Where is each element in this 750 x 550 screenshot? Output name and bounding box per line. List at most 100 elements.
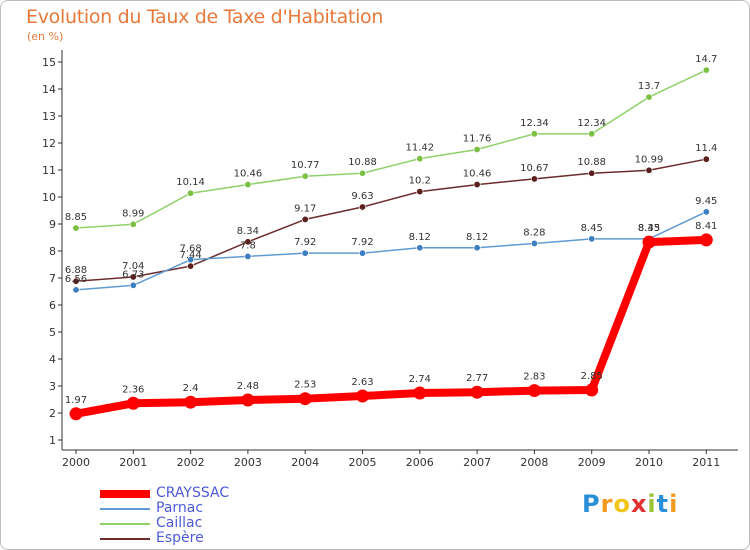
data-label-parnac: 6.56 <box>65 274 87 285</box>
data-point-crayssac <box>585 383 599 397</box>
data-label-crayssac: 2.83 <box>523 372 545 383</box>
x-tick-label: 2007 <box>463 456 491 469</box>
series-line-caillac <box>75 69 708 229</box>
y-tick-label: 10 <box>42 191 56 204</box>
data-label-parnac: 8.28 <box>523 227 545 238</box>
y-tick-label: 11 <box>42 164 56 177</box>
data-label-crayssac: 2.36 <box>122 384 144 395</box>
legend-label-parnac: Parnac <box>156 500 204 516</box>
x-tick-label: 2002 <box>177 456 205 469</box>
y-tick-label: 12 <box>42 137 56 150</box>
data-point-caillac <box>645 93 653 101</box>
chart-data-labels: 8.85 8.99 10.14 10.46 10.77 10.88 11.42 11.76 12… <box>65 54 718 406</box>
data-point-parnac <box>244 252 252 260</box>
x-tick-label: 2011 <box>692 456 720 469</box>
y-tick-label: 1 <box>49 434 56 447</box>
data-label-esp-re: 10.99 <box>635 154 664 165</box>
y-tick-label: 3 <box>49 380 56 393</box>
x-tick-label: 2009 <box>578 456 606 469</box>
logo-letter: t <box>656 490 670 518</box>
data-label-parnac: 8.45 <box>638 223 660 234</box>
data-point-crayssac <box>527 384 541 398</box>
data-point-caillac <box>588 130 596 138</box>
data-label-caillac: 10.14 <box>176 177 205 188</box>
data-point-esp-re <box>187 262 195 270</box>
x-tick-label: 2008 <box>520 456 548 469</box>
data-label-parnac: 7.92 <box>294 237 316 248</box>
data-point-esp-re <box>129 273 137 281</box>
data-point-parnac <box>187 256 195 264</box>
data-label-parnac: 8.12 <box>466 232 488 243</box>
series-line-esp-re <box>75 158 708 282</box>
data-point-crayssac <box>356 389 369 403</box>
data-point-caillac <box>530 130 538 138</box>
chart-subtitle: (en %) <box>27 30 64 43</box>
data-point-crayssac <box>126 396 140 410</box>
data-label-esp-re: 10.46 <box>463 169 492 180</box>
data-point-caillac <box>72 224 80 232</box>
y-tick-label: 13 <box>42 110 56 123</box>
data-point-caillac <box>416 155 424 163</box>
data-label-parnac: 8.45 <box>581 223 603 234</box>
chart-series <box>69 66 713 421</box>
series-line-parnac <box>75 211 708 291</box>
data-label-crayssac: 2.77 <box>466 373 488 384</box>
data-point-caillac <box>129 220 137 228</box>
data-label-parnac: 9.45 <box>695 196 717 207</box>
y-tick-label: 4 <box>49 353 56 366</box>
data-point-esp-re <box>416 188 424 196</box>
data-label-parnac: 6.73 <box>122 269 144 280</box>
data-label-crayssac: 2.53 <box>294 380 316 391</box>
data-label-crayssac: 2.63 <box>351 377 373 388</box>
y-tick-label: 7 <box>49 272 56 285</box>
y-tick-label: 5 <box>49 326 56 339</box>
data-point-parnac <box>358 249 366 257</box>
data-point-parnac <box>530 239 538 247</box>
data-label-caillac: 14.7 <box>695 54 717 65</box>
legend-swatch-esp-re <box>100 538 150 540</box>
logo-letter: i <box>669 490 679 518</box>
data-label-esp-re: 10.67 <box>520 163 549 174</box>
x-tick-label: 2001 <box>119 456 147 469</box>
y-tick-label: 15 <box>42 56 56 69</box>
data-label-caillac: 12.34 <box>577 118 606 129</box>
data-label-esp-re: 6.88 <box>65 265 87 276</box>
legend-swatch-crayssac <box>100 490 150 498</box>
data-point-esp-re <box>702 155 710 163</box>
data-point-caillac <box>244 181 252 189</box>
data-point-esp-re <box>358 203 366 211</box>
data-label-esp-re: 8.34 <box>237 226 259 237</box>
chart-title: Evolution du Taux de Taxe d'Habitation <box>26 6 384 28</box>
data-label-caillac: 13.7 <box>638 81 660 92</box>
data-label-crayssac: 1.97 <box>65 395 87 406</box>
data-point-esp-re <box>645 166 653 174</box>
data-point-caillac <box>358 169 366 177</box>
data-point-esp-re <box>473 181 481 189</box>
data-label-parnac: 7.68 <box>179 244 201 255</box>
data-point-esp-re <box>530 175 538 183</box>
y-tick-label: 9 <box>49 218 56 231</box>
legend-swatch-caillac <box>100 523 150 525</box>
logo-letter: i <box>647 490 657 518</box>
data-point-crayssac <box>69 407 83 421</box>
data-point-esp-re <box>588 169 596 177</box>
data-point-parnac <box>702 208 710 216</box>
data-point-crayssac <box>413 386 427 400</box>
x-tick-label: 2003 <box>234 456 262 469</box>
data-point-parnac <box>72 286 80 294</box>
data-label-esp-re: 7.44 <box>179 250 201 261</box>
data-label-caillac: 12.34 <box>520 118 549 129</box>
data-label-caillac: 10.77 <box>291 160 320 171</box>
data-label-caillac: 10.46 <box>234 169 263 180</box>
data-point-crayssac <box>699 233 713 247</box>
data-label-crayssac: 8.33 <box>638 223 660 234</box>
data-point-parnac <box>588 235 596 243</box>
data-label-caillac: 11.42 <box>405 143 434 154</box>
logo-letter: x <box>630 490 648 518</box>
data-point-crayssac <box>298 392 312 406</box>
data-point-caillac <box>473 145 481 153</box>
x-tick-label: 2006 <box>406 456 434 469</box>
